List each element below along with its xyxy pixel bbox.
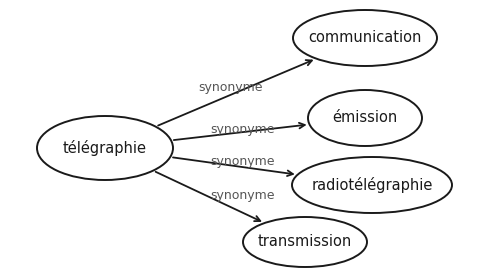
Ellipse shape (37, 116, 173, 180)
Text: synonyme: synonyme (210, 123, 274, 136)
Ellipse shape (293, 10, 437, 66)
Ellipse shape (308, 90, 422, 146)
Text: synonyme: synonyme (198, 81, 262, 94)
Text: communication: communication (308, 31, 422, 45)
Text: émission: émission (332, 111, 398, 125)
Text: radiotélégraphie: radiotélégraphie (312, 177, 433, 193)
Text: transmission: transmission (258, 235, 352, 249)
Text: synonyme: synonyme (210, 155, 274, 169)
Text: télégraphie: télégraphie (63, 140, 147, 156)
Text: synonyme: synonyme (210, 188, 274, 202)
Ellipse shape (292, 157, 452, 213)
Ellipse shape (243, 217, 367, 267)
